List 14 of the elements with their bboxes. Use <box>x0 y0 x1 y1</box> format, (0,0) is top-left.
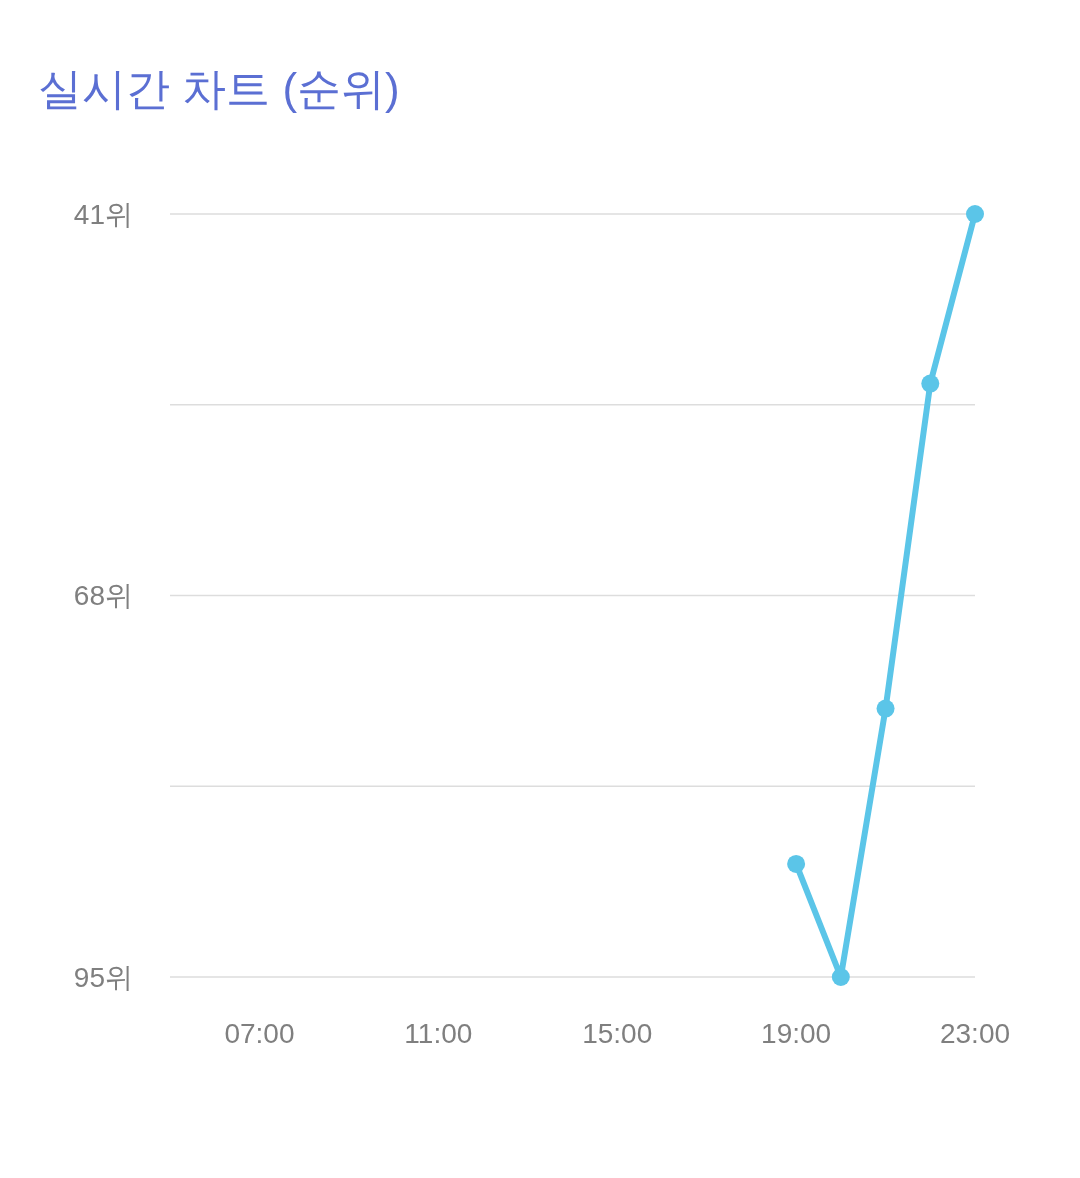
x-tick-label: 11:00 <box>404 1018 473 1049</box>
x-tick-label: 07:00 <box>224 1018 295 1049</box>
point <box>876 699 895 718</box>
point <box>921 374 940 393</box>
y-tick-label: 68위 <box>73 580 133 611</box>
y-tick-label: 41위 <box>73 198 133 230</box>
chart-title: 실시간 차트 (순위) <box>38 64 400 113</box>
point <box>966 205 984 223</box>
x-tick-label: 19:00 <box>761 1018 832 1049</box>
x-tick-label: 23:00 <box>939 1018 1011 1049</box>
point <box>787 854 806 873</box>
x-tick-label: 15:00 <box>582 1018 653 1049</box>
y-tick-label: 95위 <box>73 961 133 993</box>
point <box>831 968 850 986</box>
